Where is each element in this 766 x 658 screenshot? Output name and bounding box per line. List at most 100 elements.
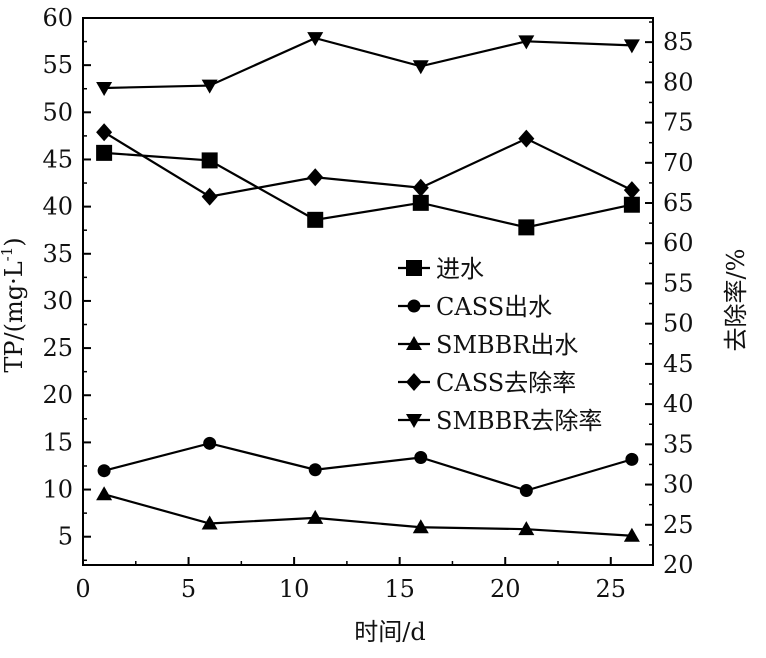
y-axis-left: 5 10 15 20 25 30 35 40 45 50 55 60 <box>42 4 91 562</box>
data-point <box>518 219 535 236</box>
x-axis-title: 时间/d <box>354 618 425 646</box>
legend: 进水 CASS出水 SMBBR出水 CASS去除率 SMBBR去除率 <box>398 255 602 435</box>
y-right-tick-label: 60 <box>663 229 694 257</box>
y-right-tick-label: 50 <box>663 310 694 338</box>
x-tick-label: 15 <box>384 575 415 603</box>
x-tick-label: 0 <box>75 575 90 603</box>
series-1 <box>97 436 639 497</box>
data-point <box>412 519 429 534</box>
data-point <box>96 81 113 96</box>
legend-marker <box>406 260 422 276</box>
y-left-tick-label: 35 <box>42 240 73 268</box>
series-line <box>103 442 633 492</box>
y-left-tick-label: 50 <box>42 98 73 126</box>
legend-item: SMBBR去除率 <box>398 407 602 435</box>
y-right-tick-label: 55 <box>663 269 694 297</box>
x-tick-label: 5 <box>181 575 196 603</box>
legend-item: 进水 <box>398 255 484 283</box>
legend-item: SMBBR出水 <box>398 331 578 359</box>
legend-label: 进水 <box>436 255 484 283</box>
y-left-tick-label: 40 <box>42 193 73 221</box>
data-point <box>518 521 535 536</box>
x-axis: 0 5 10 15 20 25 <box>75 557 626 603</box>
data-point <box>308 463 322 477</box>
legend-label: SMBBR去除率 <box>436 407 602 435</box>
x-tick-label: 10 <box>279 575 310 603</box>
y-right-tick-label: 70 <box>663 149 694 177</box>
y-left-tick-label: 60 <box>42 4 73 32</box>
legend-marker <box>406 336 422 350</box>
data-point <box>412 60 429 75</box>
y-axis-left-title-sup: -1 <box>0 247 16 262</box>
data-point <box>96 123 113 142</box>
plot-border <box>82 17 654 566</box>
legend-label: CASS出水 <box>436 293 552 321</box>
legend-label: SMBBR出水 <box>436 331 578 359</box>
data-point <box>96 486 113 501</box>
data-point <box>201 79 218 94</box>
y-left-tick-label: 10 <box>42 476 73 504</box>
data-point <box>307 32 324 47</box>
y-axis-right-title: 去除率/% <box>722 249 750 352</box>
data-point <box>518 129 535 148</box>
data-point <box>623 39 640 54</box>
series-0 <box>96 144 640 236</box>
y-right-tick-label: 30 <box>663 471 694 499</box>
data-point <box>623 527 640 542</box>
legend-label: CASS去除率 <box>436 369 576 397</box>
data-point <box>307 168 324 187</box>
data-point <box>623 181 640 200</box>
series-layer <box>96 32 640 542</box>
data-point <box>96 144 113 161</box>
data-point <box>623 196 640 213</box>
y-right-tick-label: 65 <box>663 189 694 217</box>
data-point <box>414 450 428 464</box>
y-axis-left-title: TP/(mg·L-1) <box>0 237 28 372</box>
x-tick-label: 20 <box>490 575 521 603</box>
y-left-tick-label: 20 <box>42 381 73 409</box>
y-right-tick-label: 80 <box>663 68 694 96</box>
series-3 <box>96 123 640 206</box>
legend-item: CASS出水 <box>398 293 552 321</box>
data-point <box>307 509 324 524</box>
data-point <box>412 194 429 211</box>
y-right-tick-label: 75 <box>663 109 694 137</box>
y-right-tick-label: 45 <box>663 350 694 378</box>
legend-marker <box>406 373 422 391</box>
legend-item: CASS去除率 <box>398 369 576 397</box>
series-line <box>104 151 633 229</box>
plot-frame <box>82 17 654 566</box>
y-right-tick-label: 20 <box>663 551 694 579</box>
series-line <box>103 493 632 537</box>
y-right-tick-label: 85 <box>663 28 694 56</box>
y-left-tick-label: 5 <box>58 523 73 551</box>
y-left-tick-label: 15 <box>42 428 73 456</box>
series-line <box>103 131 633 198</box>
data-point <box>625 452 639 466</box>
y-right-tick-label: 25 <box>663 511 694 539</box>
data-point <box>412 178 429 197</box>
data-point <box>201 152 218 169</box>
y-left-tick-label: 45 <box>42 145 73 173</box>
data-point <box>307 211 324 228</box>
y-left-tick-label: 30 <box>42 287 73 315</box>
data-point <box>97 464 111 478</box>
y-left-tick-label: 55 <box>42 51 73 79</box>
y-right-tick-label: 40 <box>663 390 694 418</box>
legend-marker <box>407 299 421 313</box>
y-right-tick-label: 35 <box>663 430 694 458</box>
data-point <box>519 483 533 497</box>
series-line <box>104 36 632 90</box>
series-4 <box>96 32 640 96</box>
data-point <box>201 515 218 530</box>
y-axis-left-title-tail: ) <box>0 237 28 246</box>
y-left-tick-label: 25 <box>42 334 73 362</box>
data-point <box>203 436 217 450</box>
x-tick-label: 25 <box>596 575 627 603</box>
y-axis-left-title-main: TP/(mg·L <box>0 261 28 372</box>
series-2 <box>96 486 640 542</box>
legend-marker <box>406 414 422 428</box>
data-point <box>201 187 218 206</box>
data-point <box>518 35 535 50</box>
